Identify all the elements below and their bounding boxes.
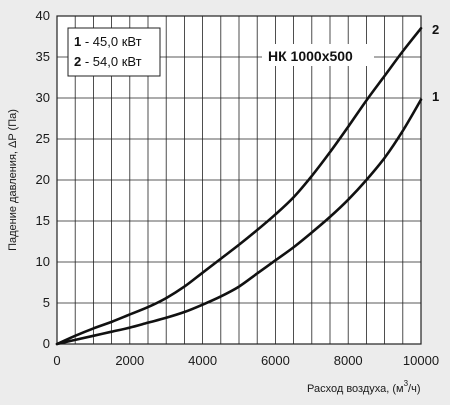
x-tick-label: 0 — [53, 353, 60, 368]
x-tick-label: 8000 — [334, 353, 363, 368]
curve-label-1: 1 — [432, 89, 439, 104]
plot-frame — [56, 15, 422, 345]
y-tick-label: 25 — [36, 131, 50, 146]
y-tick-label: 40 — [36, 8, 50, 23]
x-tick-label: 2000 — [115, 353, 144, 368]
y-tick-label: 35 — [36, 49, 50, 64]
curves — [55, 27, 423, 346]
curve-label-2: 2 — [432, 22, 439, 37]
legend-entry-1-text: - 45,0 кВт — [81, 34, 141, 49]
x-axis-label-tail: /ч) — [408, 383, 420, 395]
legend-box — [67, 27, 161, 77]
legend-entry-2-text: - 54,0 кВт — [81, 54, 141, 69]
y-tick-label: 20 — [36, 172, 50, 187]
legend-entry-2: 2 - 54,0 кВт — [74, 54, 142, 69]
y-tick-label: 5 — [43, 295, 50, 310]
y-axis-label: Падение давления, ΔP (Па) — [7, 109, 19, 251]
model-title-bg — [262, 44, 374, 66]
x-axis-label: Расход воздуха, (м3/ч) — [307, 379, 421, 395]
x-axis-label-main: Расход воздуха, (м — [307, 383, 404, 395]
x-tick-label: 4000 — [188, 353, 217, 368]
curve-2 — [55, 27, 423, 346]
y-tick-label: 30 — [36, 90, 50, 105]
y-tick-labels: 0 5 10 15 20 25 30 35 40 — [36, 8, 50, 351]
x-tick-label: 6000 — [261, 353, 290, 368]
y-tick-label: 0 — [43, 336, 50, 351]
legend-entry-1: 1 - 45,0 кВт — [74, 34, 142, 49]
legend-entry-2-num: 2 — [74, 54, 81, 69]
legend-entry-1-num: 1 — [74, 34, 81, 49]
legend: 1 - 45,0 кВт 2 - 54,0 кВт — [67, 27, 161, 77]
y-tick-label: 10 — [36, 254, 50, 269]
curve-1 — [55, 98, 423, 346]
model-title: НК 1000х500 — [268, 48, 353, 64]
y-tick-label: 15 — [36, 213, 50, 228]
x-axis-label-sup: 3 — [404, 379, 409, 388]
x-tick-labels: 0 2000 4000 6000 8000 10000 — [53, 353, 439, 368]
x-tick-label: 10000 — [403, 353, 439, 368]
